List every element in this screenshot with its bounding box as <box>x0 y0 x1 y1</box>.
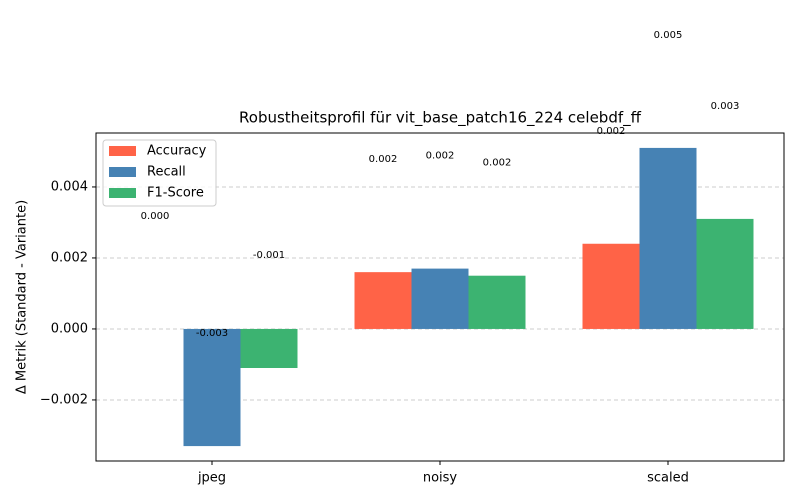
y-tick-label: −0.002 <box>40 392 88 407</box>
chart-title: Robustheitsprofil für vit_base_patch16_2… <box>239 109 642 128</box>
bar <box>240 328 298 368</box>
legend-swatch <box>109 146 136 156</box>
bar <box>639 147 697 329</box>
value-label: -0.003 <box>196 328 228 339</box>
bar <box>354 272 412 329</box>
legend-swatch <box>109 188 136 198</box>
x-tick-label: scaled <box>647 471 689 486</box>
x-tick-label: noisy <box>423 471 458 486</box>
value-label: 0.000 <box>141 211 170 222</box>
y-tick-label: 0.002 <box>51 250 88 265</box>
value-label: 0.002 <box>483 158 512 169</box>
value-label: -0.001 <box>253 250 285 261</box>
plot-frame <box>95 132 785 462</box>
x-tick-label: jpeg <box>197 471 226 486</box>
value-label: 0.002 <box>426 151 455 162</box>
bar <box>582 243 640 329</box>
legend-label: Recall <box>147 165 186 180</box>
y-tick-label: 0.004 <box>51 179 88 194</box>
legend-label: Accuracy <box>147 144 207 159</box>
value-label: 0.002 <box>597 126 626 137</box>
bar <box>183 328 241 447</box>
value-label: 0.002 <box>369 154 398 165</box>
y-axis-label: Δ Metrik (Standard - Variante) <box>15 200 30 394</box>
bar <box>411 268 469 329</box>
y-tick-label: 0.000 <box>51 321 88 336</box>
bar <box>696 218 754 329</box>
value-label: 0.003 <box>711 101 740 112</box>
bar <box>468 275 526 329</box>
value-label: 0.005 <box>654 30 683 41</box>
legend-label: F1-Score <box>147 186 204 201</box>
legend-swatch <box>109 167 136 177</box>
